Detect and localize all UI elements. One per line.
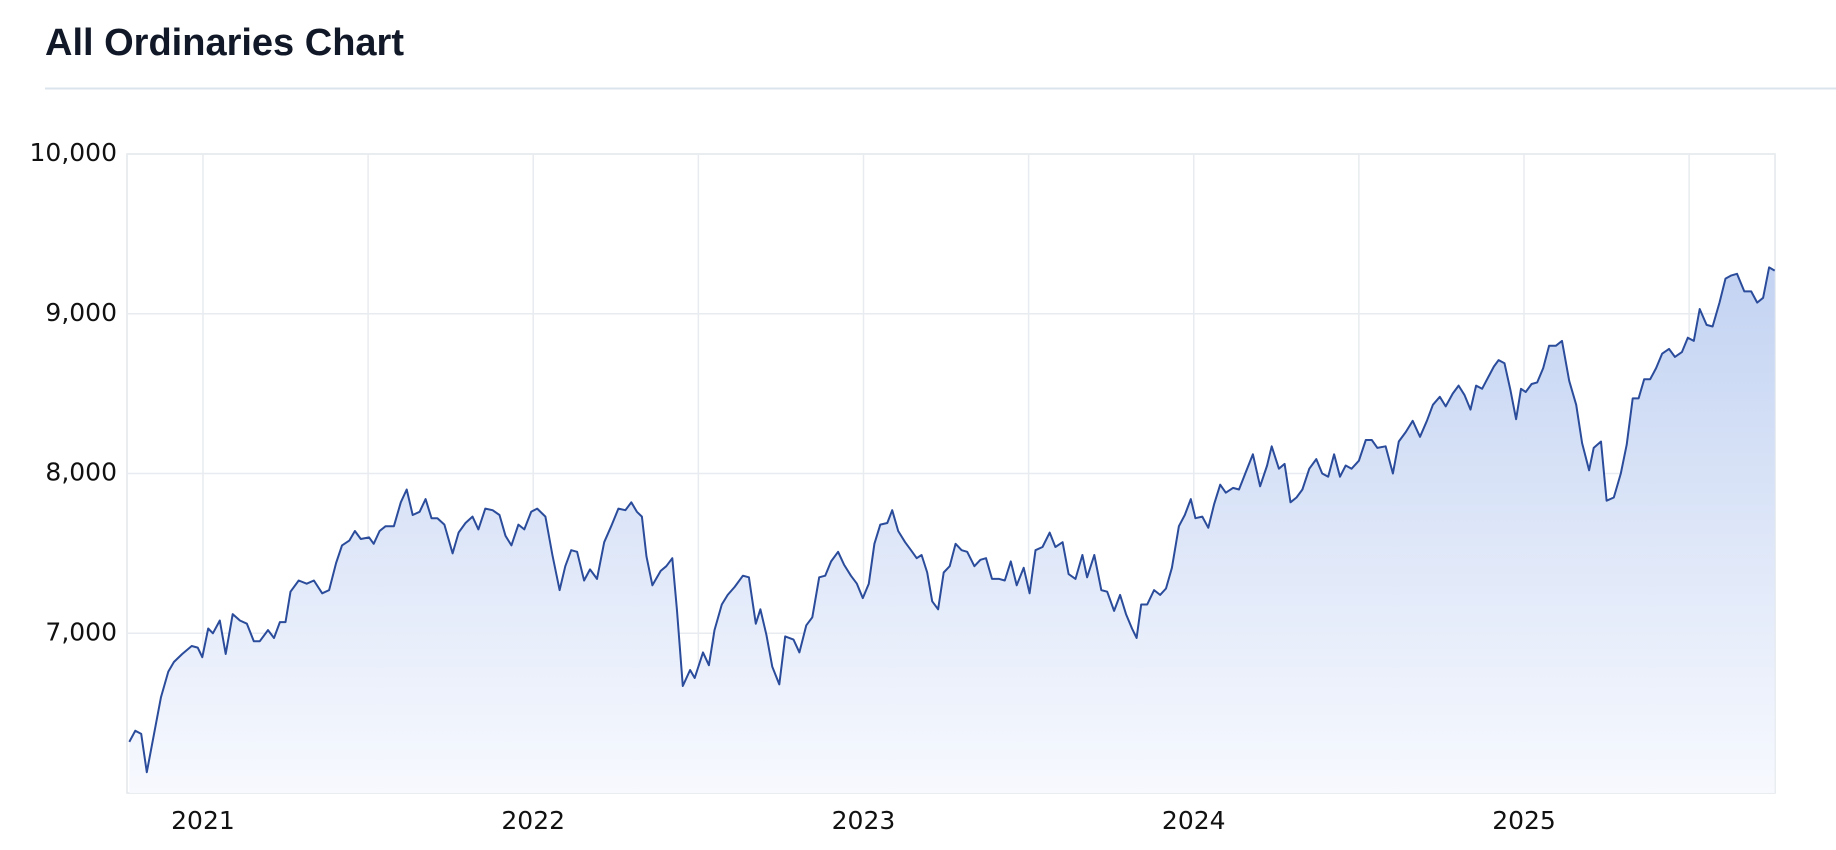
x-tick-label: 2025 [1492, 806, 1556, 835]
area [129, 267, 1775, 793]
chart-title: All Ordinaries Chart [45, 22, 404, 64]
y-tick-label: 10,000 [30, 138, 117, 167]
x-tick-label: 2021 [171, 806, 235, 835]
y-tick-label: 8,000 [45, 458, 117, 487]
y-tick-label: 7,000 [45, 617, 117, 646]
x-tick-label: 2022 [501, 806, 565, 835]
y-tick-label: 9,000 [45, 298, 117, 327]
x-tick-label: 2023 [832, 806, 896, 835]
x-tick-label: 2024 [1162, 806, 1226, 835]
line [128, 266, 1776, 774]
